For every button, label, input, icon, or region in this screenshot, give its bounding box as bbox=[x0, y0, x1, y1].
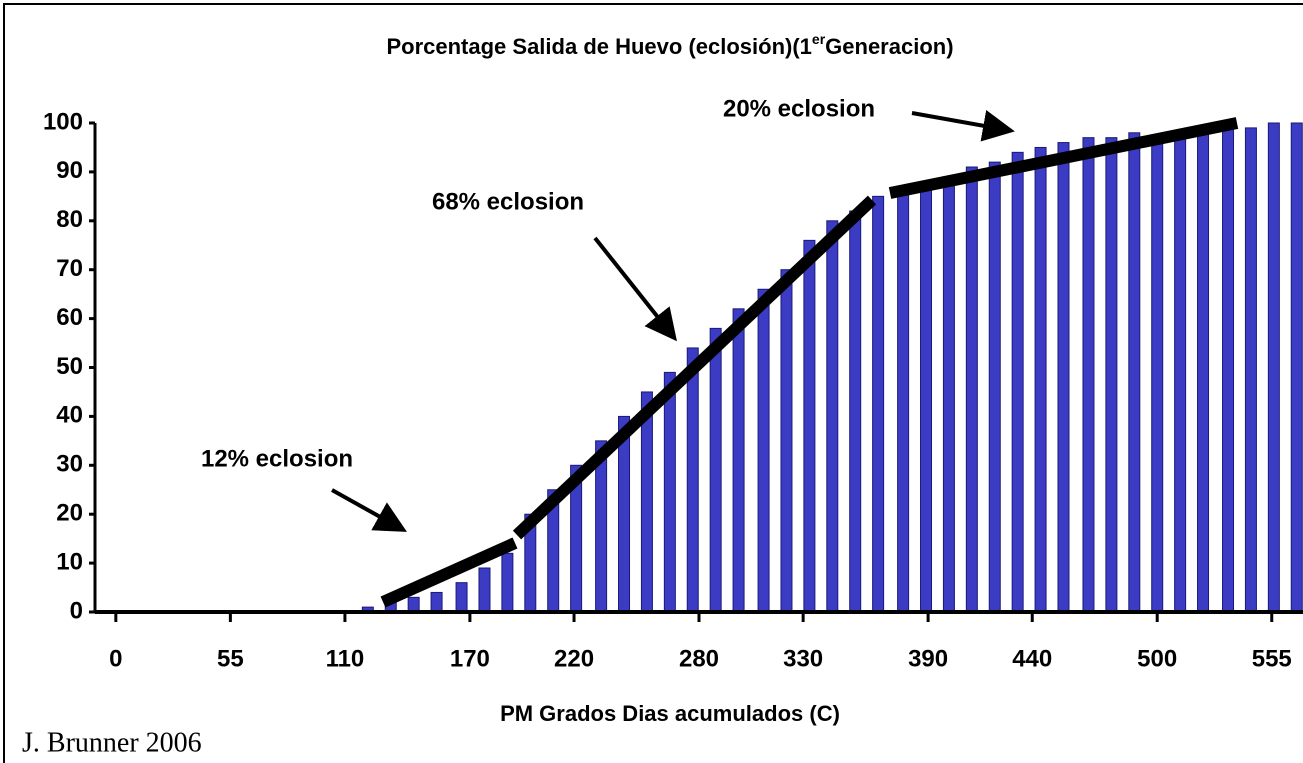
x-tick-label: 110 bbox=[326, 645, 365, 672]
bar bbox=[640, 391, 653, 613]
y-tick-label: 80 bbox=[56, 206, 83, 233]
x-tick-label: 280 bbox=[679, 645, 719, 672]
bar bbox=[872, 195, 885, 613]
bar bbox=[965, 166, 978, 613]
y-tick-label: 10 bbox=[56, 548, 83, 575]
x-tick-label: 330 bbox=[783, 645, 823, 672]
bar bbox=[897, 186, 910, 613]
y-tick-label: 70 bbox=[56, 255, 83, 282]
bar bbox=[942, 176, 955, 613]
bar bbox=[780, 269, 793, 613]
bar bbox=[1082, 137, 1095, 613]
trend-line bbox=[380, 537, 518, 608]
bar bbox=[455, 582, 468, 613]
y-tick-label: 50 bbox=[56, 353, 83, 380]
bar bbox=[1151, 137, 1164, 613]
annotation: 12% eclosion bbox=[201, 445, 353, 472]
bar bbox=[1011, 151, 1024, 613]
bar bbox=[849, 210, 862, 613]
y-tick-label: 0 bbox=[70, 597, 83, 624]
bar bbox=[1105, 137, 1118, 613]
bar bbox=[686, 347, 699, 613]
plot-area: 0 10 20 30 40 50 60 70 80 90 100 0 55 110 170 220 280 330… bbox=[43, 108, 1303, 672]
y-tick-label: 20 bbox=[56, 500, 83, 527]
y-tick-label: 100 bbox=[43, 108, 83, 135]
x-tick-label: 555 bbox=[1252, 645, 1292, 672]
bar bbox=[663, 371, 676, 613]
x-tick-label: 55 bbox=[217, 645, 244, 672]
bar bbox=[920, 181, 933, 613]
title-superscript: er bbox=[812, 31, 826, 47]
bar bbox=[1267, 122, 1280, 613]
bar bbox=[1290, 122, 1303, 613]
title-main: Porcentage Salida de Huevo (eclosión)(1 bbox=[386, 34, 811, 59]
x-tick-label: 0 bbox=[109, 645, 122, 672]
trend-line bbox=[888, 117, 1239, 199]
bar bbox=[757, 288, 770, 613]
x-tick-label: 390 bbox=[908, 645, 948, 672]
credit: J. Brunner 2006 bbox=[22, 727, 202, 758]
y-tick-label: 30 bbox=[56, 451, 83, 478]
bar bbox=[1174, 132, 1187, 613]
bar bbox=[1034, 146, 1047, 613]
x-axis-label: PM Grados Dias acumulados (C) bbox=[500, 701, 840, 726]
bar bbox=[988, 161, 1001, 613]
trend-lines bbox=[380, 117, 1239, 608]
chart-title: Porcentage Salida de Huevo (eclosión)(1e… bbox=[386, 31, 953, 59]
title-end: Generacion) bbox=[825, 34, 953, 59]
bar bbox=[709, 327, 722, 613]
annotation: 68% eclosion bbox=[432, 188, 584, 215]
bar bbox=[1222, 122, 1235, 613]
trend-line bbox=[512, 195, 877, 540]
bar bbox=[501, 552, 514, 613]
arrow bbox=[593, 236, 677, 342]
bar bbox=[1128, 132, 1141, 613]
bar bbox=[1244, 127, 1257, 613]
x-tick-label: 220 bbox=[554, 645, 594, 672]
frame bbox=[3, 3, 1303, 763]
bar bbox=[1197, 127, 1210, 613]
bar bbox=[732, 308, 745, 613]
bar bbox=[430, 591, 443, 613]
y-tick-label: 90 bbox=[56, 157, 83, 184]
bar bbox=[1057, 142, 1070, 613]
annotation: 20% eclosion bbox=[723, 95, 875, 122]
x-tick-label: 440 bbox=[1012, 645, 1052, 672]
arrow bbox=[911, 110, 1015, 142]
y-tick-label: 40 bbox=[56, 402, 83, 429]
arrows bbox=[331, 110, 1015, 532]
bar bbox=[803, 239, 816, 613]
bar bbox=[407, 596, 420, 613]
bar bbox=[826, 220, 839, 613]
x-tick-label: 500 bbox=[1137, 645, 1177, 672]
y-tick-label: 60 bbox=[56, 304, 83, 331]
x-tick-label: 170 bbox=[450, 645, 490, 672]
bar bbox=[478, 567, 491, 613]
arrow bbox=[331, 488, 407, 532]
